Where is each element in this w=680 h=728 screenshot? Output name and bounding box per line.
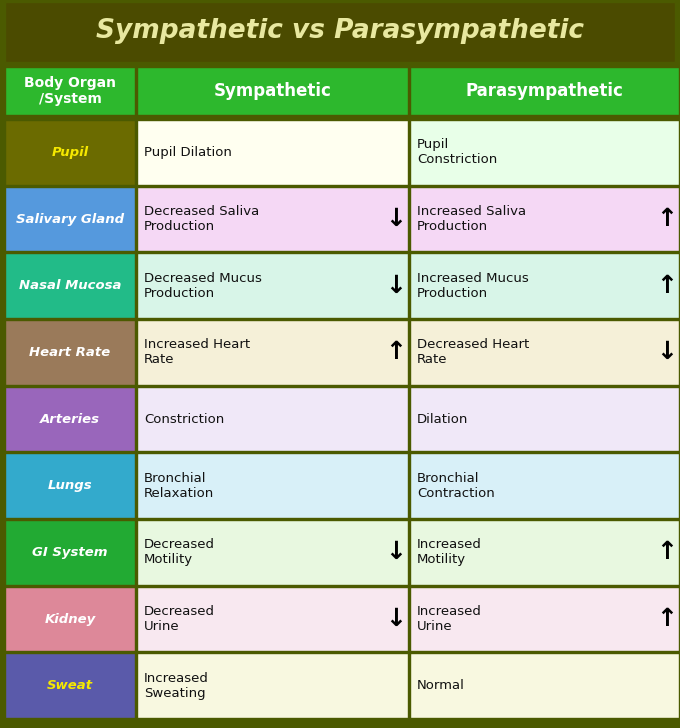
FancyBboxPatch shape [137,320,408,384]
FancyBboxPatch shape [410,520,679,585]
FancyBboxPatch shape [137,454,408,518]
FancyBboxPatch shape [5,120,135,185]
FancyBboxPatch shape [5,454,135,518]
FancyBboxPatch shape [137,587,408,652]
Text: Bronchial
Relaxation: Bronchial Relaxation [144,472,214,499]
FancyBboxPatch shape [137,387,408,451]
Text: Increased
Motility: Increased Motility [417,538,482,566]
Text: Decreased Mucus
Production: Decreased Mucus Production [144,272,262,300]
FancyBboxPatch shape [5,587,135,652]
Text: ↑: ↑ [656,207,677,231]
Text: Decreased Heart
Rate: Decreased Heart Rate [417,339,529,366]
FancyBboxPatch shape [410,653,679,718]
Text: Lungs: Lungs [48,479,92,492]
Text: Increased Saliva
Production: Increased Saliva Production [417,205,526,233]
Text: Decreased
Motility: Decreased Motility [144,538,215,566]
Text: Pupil: Pupil [52,146,88,159]
Text: ↓: ↓ [386,540,407,564]
FancyBboxPatch shape [137,120,408,185]
FancyBboxPatch shape [410,186,679,251]
Text: Increased
Urine: Increased Urine [417,605,482,633]
FancyBboxPatch shape [410,454,679,518]
Text: Sympathetic: Sympathetic [214,82,331,100]
Text: ↓: ↓ [386,607,407,631]
Text: Increased
Sweating: Increased Sweating [144,672,209,700]
Text: ↑: ↑ [386,340,407,364]
FancyBboxPatch shape [137,67,408,115]
Text: ↑: ↑ [656,540,677,564]
Text: Arteries: Arteries [40,413,100,425]
FancyBboxPatch shape [410,587,679,652]
Text: Constriction: Constriction [144,413,224,425]
Text: Nasal Mucosa: Nasal Mucosa [19,279,121,292]
FancyBboxPatch shape [5,67,135,115]
FancyBboxPatch shape [5,520,135,585]
Text: Pupil Dilation: Pupil Dilation [144,146,232,159]
Text: Sweat: Sweat [47,679,93,692]
FancyBboxPatch shape [5,186,135,251]
FancyBboxPatch shape [410,320,679,384]
Text: ↓: ↓ [656,340,677,364]
Text: ↑: ↑ [656,607,677,631]
Text: Pupil
Constriction: Pupil Constriction [417,138,497,166]
Text: ↓: ↓ [386,274,407,298]
Text: Normal: Normal [417,679,465,692]
FancyBboxPatch shape [137,253,408,318]
Text: Heart Rate: Heart Rate [29,346,111,359]
FancyBboxPatch shape [5,320,135,384]
Text: Bronchial
Contraction: Bronchial Contraction [417,472,495,499]
FancyBboxPatch shape [410,67,679,115]
FancyBboxPatch shape [137,520,408,585]
Text: Increased Heart
Rate: Increased Heart Rate [144,339,250,366]
FancyBboxPatch shape [410,253,679,318]
Text: Sympathetic vs Parasympathetic: Sympathetic vs Parasympathetic [96,18,584,44]
Text: Kidney: Kidney [44,612,96,625]
FancyBboxPatch shape [137,653,408,718]
Text: Body Organ
/System: Body Organ /System [24,76,116,106]
Text: Salivary Gland: Salivary Gland [16,213,124,226]
Text: Decreased Saliva
Production: Decreased Saliva Production [144,205,259,233]
Text: ↓: ↓ [386,207,407,231]
FancyBboxPatch shape [410,120,679,185]
Text: Increased Mucus
Production: Increased Mucus Production [417,272,529,300]
Text: Dilation: Dilation [417,413,469,425]
FancyBboxPatch shape [5,253,135,318]
FancyBboxPatch shape [137,186,408,251]
Text: GI System: GI System [32,546,107,559]
FancyBboxPatch shape [410,387,679,451]
FancyBboxPatch shape [5,653,135,718]
FancyBboxPatch shape [5,387,135,451]
Text: Decreased
Urine: Decreased Urine [144,605,215,633]
Text: Parasympathetic: Parasympathetic [466,82,624,100]
FancyBboxPatch shape [5,2,675,62]
Text: ↑: ↑ [656,274,677,298]
